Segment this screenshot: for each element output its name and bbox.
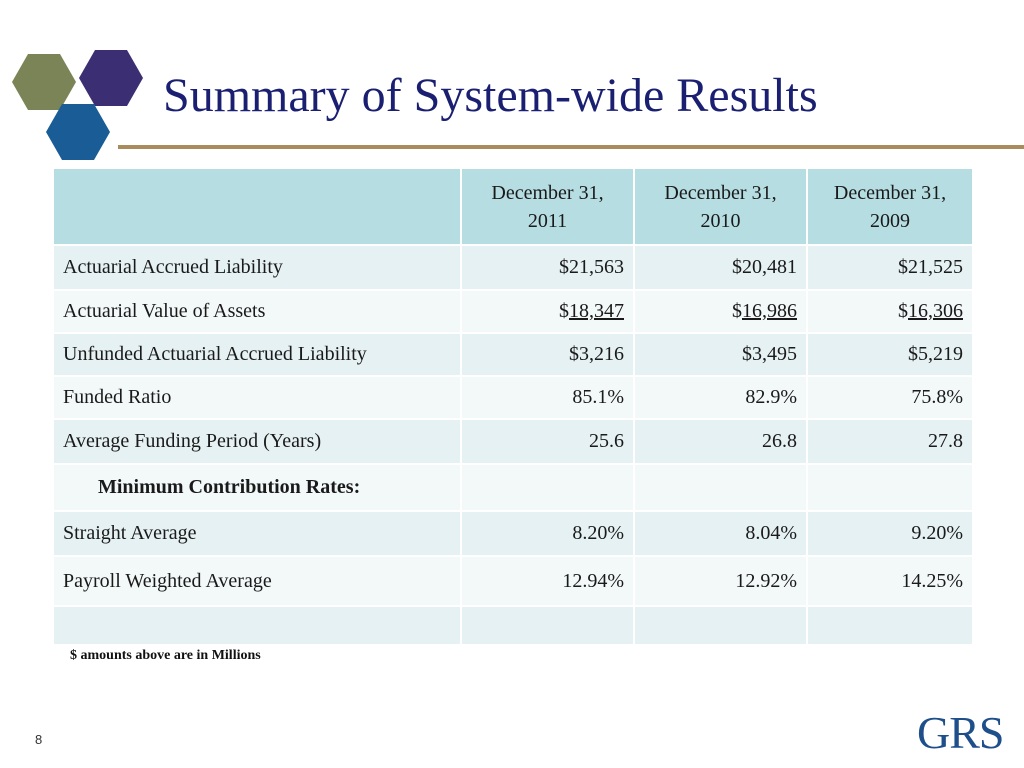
hexagon-logo [12,50,143,160]
table-row: Actuarial Value of Assets $18,347 $16,98… [52,289,974,334]
value-2009: 75.8% [806,375,974,420]
table-row: Unfunded Actuarial Accrued Liability $3,… [52,332,974,377]
section-label: Minimum Contribution Rates: [52,463,462,512]
olive-hexagon [12,54,76,110]
row-label: Straight Average [52,510,462,557]
value-2010 [633,605,808,646]
value-2009: 27.8 [806,418,974,465]
row-label: Payroll Weighted Average [52,555,462,607]
table-row: Average Funding Period (Years) 25.6 26.8… [52,418,974,465]
value-2010: 8.04% [633,510,808,557]
value-2011 [460,463,635,512]
value-2011: $3,216 [460,332,635,377]
header-2011: December 31, 2011 [460,167,635,246]
value-2011: 12.94% [460,555,635,607]
value-2009 [806,605,974,646]
footnote: $ amounts above are in Millions [70,648,261,663]
row-label: Funded Ratio [52,375,462,420]
row-label: Actuarial Value of Assets [52,289,462,334]
table-row: Minimum Contribution Rates: [52,463,974,512]
value-2011: 85.1% [460,375,635,420]
currency-prefix: $ [732,300,742,322]
results-table: December 31, 2011 December 31, 2010 Dece… [52,167,974,646]
value-2009: 9.20% [806,510,974,557]
value-2009: $21,525 [806,244,974,291]
value-2010: $20,481 [633,244,808,291]
slide-title: Summary of System-wide Results [163,69,818,122]
row-label: Average Funding Period (Years) [52,418,462,465]
table-row [52,605,974,646]
purple-hexagon [79,50,143,106]
underlined-value: 16,306 [908,300,963,322]
value-2011: 8.20% [460,510,635,557]
row-label: Actuarial Accrued Liability [52,244,462,291]
header-2010: December 31, 2010 [633,167,808,246]
value-2011: $21,563 [460,244,635,291]
value-2009 [806,463,974,512]
currency-prefix: $ [559,300,569,322]
header-2009: December 31, 2009 [806,167,974,246]
blue-hexagon [46,104,110,160]
value-2010: 82.9% [633,375,808,420]
row-label [52,605,462,646]
header-empty [52,167,462,246]
value-2010: $16,986 [633,289,808,334]
underlined-value: 18,347 [569,300,624,322]
underlined-value: 16,986 [742,300,797,322]
table-row: Actuarial Accrued Liability $21,563 $20,… [52,244,974,291]
currency-prefix: $ [898,300,908,322]
row-label: Unfunded Actuarial Accrued Liability [52,332,462,377]
grs-logo: GRS [917,707,1004,758]
value-2010: 26.8 [633,418,808,465]
title-divider [118,145,1024,149]
table-row: Straight Average 8.20% 8.04% 9.20% [52,510,974,557]
value-2009: $16,306 [806,289,974,334]
value-2011: 25.6 [460,418,635,465]
value-2010: $3,495 [633,332,808,377]
value-2010: 12.92% [633,555,808,607]
value-2010 [633,463,808,512]
value-2011: $18,347 [460,289,635,334]
value-2009: 14.25% [806,555,974,607]
page-number: 8 [35,732,43,747]
table-row: Payroll Weighted Average 12.94% 12.92% 1… [52,555,974,607]
value-2009: $5,219 [806,332,974,377]
table-row: Funded Ratio 85.1% 82.9% 75.8% [52,375,974,420]
value-2011 [460,605,635,646]
table-header-row: December 31, 2011 December 31, 2010 Dece… [52,167,974,246]
